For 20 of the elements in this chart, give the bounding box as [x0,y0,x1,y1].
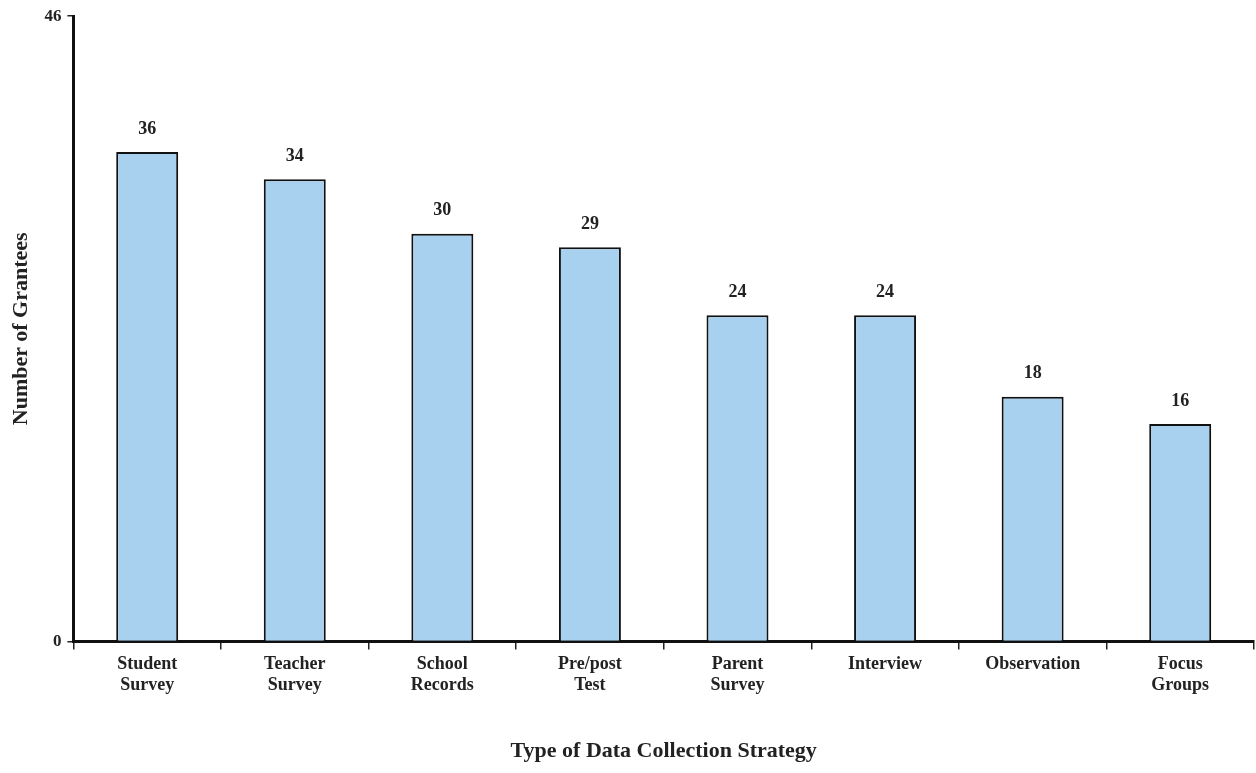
data-label: 30 [433,199,452,220]
x-axis-title: Type of Data Collection Strategy [510,737,817,763]
y-axis-title: Number of Grantees [6,232,32,426]
data-label: 34 [285,144,304,165]
data-label: 18 [1023,362,1042,383]
x-tick-label: School Records [410,652,474,695]
x-tick-label: Interview [848,652,923,673]
data-label: 29 [580,212,599,233]
data-label: 24 [876,280,895,301]
x-tick-label: Student Survey [117,652,178,695]
data-label: 24 [728,280,747,301]
x-tick-label: Focus Groups [1151,652,1210,695]
x-tick-label: Observation [985,652,1081,673]
y-tick-label: 0 [52,630,62,650]
x-tick-label: Teacher Survey [264,652,326,695]
y-tick-label: 46 [44,5,62,25]
data-label: 16 [1171,389,1190,410]
x-tick-label: Pre/post Test [558,652,622,695]
data-label: 36 [138,117,157,138]
x-tick-label: Parent Survey [710,652,765,695]
